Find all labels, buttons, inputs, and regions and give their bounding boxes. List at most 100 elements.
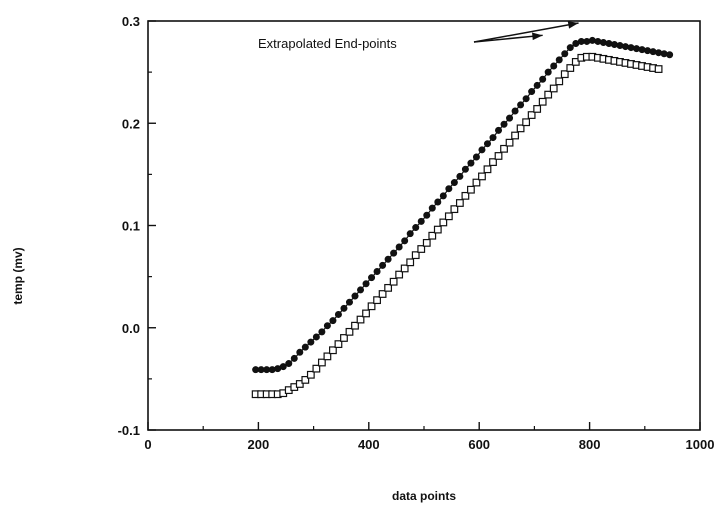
data-point: [367, 302, 376, 311]
data-point: [423, 211, 431, 219]
data-point: [290, 354, 298, 362]
data-point: [417, 217, 425, 225]
data-point: [362, 309, 370, 318]
data-point: [373, 268, 381, 276]
data-point: [560, 70, 569, 79]
data-point: [654, 65, 663, 73]
data-point: [351, 292, 359, 300]
data-point: [456, 172, 464, 180]
data-point: [323, 322, 331, 330]
x-tick-label: 400: [358, 437, 380, 452]
data-point: [450, 205, 459, 214]
data-point: [450, 179, 458, 187]
data-point: [340, 304, 348, 312]
x-tick-label: 800: [579, 437, 601, 452]
data-point: [285, 360, 293, 368]
x-tick-label: 1000: [686, 437, 715, 452]
data-point: [505, 138, 514, 147]
data-point: [433, 225, 442, 234]
data-point: [323, 352, 332, 361]
data-point: [539, 75, 547, 83]
data-point: [489, 134, 497, 142]
plot-frame: [147, 20, 701, 431]
data-point: [517, 101, 525, 109]
data-point: [340, 334, 348, 342]
data-point: [368, 274, 376, 282]
data-point: [538, 97, 547, 106]
data-point: [483, 165, 492, 174]
data-point: [511, 131, 519, 140]
data-point: [549, 84, 558, 93]
data-point: [312, 364, 321, 373]
annotation-arrow: [473, 32, 543, 43]
data-point: [500, 120, 508, 128]
data-point: [384, 283, 393, 292]
data-point: [461, 191, 470, 200]
data-point: [494, 152, 503, 160]
data-point: [406, 230, 414, 238]
data-point: [561, 50, 569, 58]
data-point: [345, 298, 353, 306]
data-point: [357, 286, 365, 294]
series-2: [251, 52, 663, 399]
data-point: [522, 118, 531, 127]
data-point: [533, 81, 541, 89]
data-point: [467, 185, 475, 194]
data-point: [345, 327, 354, 336]
data-point: [411, 251, 420, 260]
data-point: [362, 280, 370, 288]
data-point: [467, 159, 475, 167]
axes: 0 200 400 600 800 1000 -0.1 0.0 0.1 0.2 0.3: [118, 14, 715, 452]
data-point: [566, 64, 575, 72]
data-point: [301, 343, 309, 351]
data-point: [511, 107, 519, 115]
data-point: [356, 315, 365, 324]
data-point: [478, 146, 486, 154]
data-point: [445, 185, 453, 193]
data-point: [455, 199, 464, 207]
data-point: [373, 296, 381, 305]
data-point: [522, 95, 530, 103]
data-point: [489, 158, 497, 167]
data-point: [527, 111, 536, 119]
data-point: [401, 237, 409, 245]
x-tick-label: 200: [248, 437, 270, 452]
x-axis-label: data points: [392, 489, 456, 503]
annotation-label: Extrapolated End-points: [258, 36, 397, 51]
data-point: [317, 358, 326, 367]
data-point: [472, 178, 481, 187]
data-point: [400, 264, 409, 273]
data-point: [516, 124, 525, 133]
data-point: [422, 238, 431, 247]
data-point: [301, 375, 310, 384]
y-axis-label: temp (mv): [11, 247, 25, 304]
data-point: [555, 77, 564, 86]
series-line: [255, 56, 659, 395]
data-point: [329, 346, 337, 355]
data-point: [395, 270, 404, 279]
plot-area: [251, 21, 674, 399]
data-point: [500, 144, 508, 153]
data-point: [307, 338, 315, 346]
data-point: [528, 88, 536, 96]
y-tick-label: 0.3: [122, 14, 140, 29]
data-point: [378, 290, 387, 298]
data-point: [390, 249, 398, 257]
data-point: [279, 363, 287, 371]
data-point: [566, 44, 574, 52]
data-point: [533, 105, 542, 113]
data-point: [329, 317, 337, 325]
data-point: [306, 370, 315, 379]
data-point: [434, 198, 442, 206]
data-point: [379, 261, 387, 269]
data-point: [406, 258, 415, 267]
data-point: [444, 212, 453, 221]
data-point: [351, 321, 359, 330]
data-point: [544, 90, 553, 99]
data-point: [334, 310, 342, 318]
y-tick-label: -0.1: [118, 423, 140, 438]
annotation-arrow: [473, 21, 579, 43]
data-point: [412, 224, 420, 232]
y-tick-label: 0.2: [122, 116, 140, 131]
